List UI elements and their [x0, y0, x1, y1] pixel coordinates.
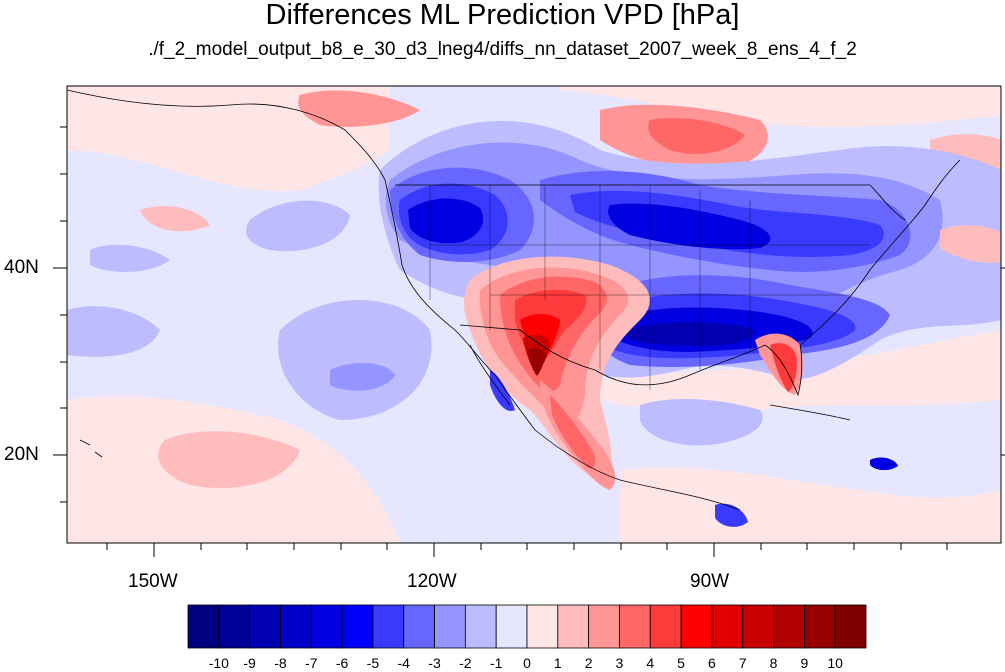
region-lightblue-pacific-2 [278, 300, 432, 420]
colorbar-tick-label: 9 [800, 655, 809, 671]
coastline-baja [469, 344, 511, 406]
colorbar-box [742, 604, 774, 649]
colorbar-tick-label: -2 [459, 655, 472, 671]
coastline-alaska [67, 89, 386, 181]
colorbar-box [803, 604, 836, 649]
colorbar-box [557, 604, 590, 649]
colorbar-box [218, 604, 251, 649]
lon-label-120w: 120W [407, 571, 457, 592]
region-darkblue-southeast [625, 322, 754, 346]
colorbar-tick-label: 8 [769, 655, 778, 671]
region-strongblue-central-america [715, 503, 748, 527]
lon-label-90w: 90W [690, 571, 730, 592]
colorbar-box [249, 604, 281, 649]
colorbar-box [526, 604, 559, 649]
colorbar-tick-label: -3 [428, 655, 441, 671]
map-title: Differences ML Prediction VPD [hPa] [265, 0, 740, 31]
border-us-mexico [459, 324, 596, 371]
lat-label-20n: 20N [4, 444, 39, 465]
state-borders [429, 185, 870, 390]
region-pink-pacific-tropic [158, 431, 300, 489]
region-lightblue-atlantic [879, 284, 975, 324]
colorbar-box [834, 604, 867, 649]
colorbar-tick-label: -4 [397, 655, 410, 671]
colorbar-box [773, 604, 805, 649]
region-pink-southeast [620, 467, 1001, 543]
colorbar-box [372, 604, 405, 649]
colorbar-box [434, 604, 466, 649]
colorbar-tick-label: -6 [335, 655, 349, 671]
coastline-hawaii [79, 439, 103, 458]
colorbar-tick-label: 1 [553, 655, 562, 671]
colorbar-tick-label: 3 [615, 655, 624, 671]
colorbar-tick-label: -8 [274, 655, 287, 671]
colorbar-tick-label: 4 [646, 655, 655, 671]
region-strongblue-baja [490, 370, 515, 411]
region-lightblue-pacific-4 [90, 244, 170, 272]
region-pink-west-coast [140, 205, 210, 232]
colorbar-box [649, 604, 682, 649]
colorbar-box [495, 604, 528, 649]
coastline-gulf [594, 344, 766, 386]
colorbar-box [464, 604, 497, 649]
colorbar-box [341, 604, 374, 649]
colorbar-box [680, 604, 713, 649]
region-lightblue-pacific-1 [246, 200, 350, 252]
colorbar-box [280, 604, 312, 649]
colorbar-tick-label: 10 [827, 655, 843, 671]
region-salmon-gulf-alaska [298, 90, 420, 127]
colorbar-box [310, 604, 343, 649]
region-deepblue-caribbean [870, 457, 898, 471]
region-lightblue-gulf [640, 398, 763, 446]
region-midblue-pacific-2 [330, 363, 395, 391]
coastline-east [799, 159, 961, 346]
map-subtitle: ./f_2_model_output_b8_e_30_d3_lneg4/diff… [148, 39, 857, 60]
region-red-mexico [550, 395, 596, 469]
region-pink-atlantic-east [940, 225, 1001, 263]
colorbar-tick-label: -1 [489, 655, 503, 671]
region-deepblue-east [608, 203, 771, 250]
colorbar-box [588, 604, 620, 649]
lat-ticks [53, 126, 1005, 503]
colorbar-box [187, 604, 220, 649]
lon-ticks [106, 543, 948, 557]
region-deepblue-northwest [408, 198, 484, 244]
region-darkestred-core [528, 348, 546, 376]
lat-label-40n: 40N [4, 257, 39, 278]
coastline-cuba [769, 404, 851, 421]
colorbar-box [403, 604, 435, 649]
map-field [67, 86, 1001, 543]
region-red-florida [770, 343, 797, 392]
region-pink-north [560, 86, 1001, 127]
colorbar-tick-label: 2 [584, 655, 593, 671]
colorbar-tick-label: 6 [708, 655, 716, 671]
colorbar-tick-label: 0 [523, 655, 531, 671]
colorbar-tick-label: -7 [305, 655, 318, 671]
colorbar-tick-label: 7 [738, 655, 747, 671]
colorbar-tick-label: -5 [366, 655, 380, 671]
border-us-canada [395, 184, 906, 221]
colorbar-box [711, 604, 744, 649]
region-lightblue-pacific-3 [67, 306, 160, 357]
colorbar-box [619, 604, 651, 649]
lon-label-150w: 150W [128, 571, 178, 592]
coastline-west [384, 179, 741, 511]
colorbar [187, 604, 867, 649]
colorbar-tick-label: -10 [208, 655, 229, 671]
coastlines [67, 89, 961, 511]
region-red-canada [648, 118, 745, 155]
colorbar-tick-label: -9 [243, 655, 256, 671]
colorbar-tick-label: 5 [677, 655, 685, 671]
coastline-florida [764, 344, 803, 397]
